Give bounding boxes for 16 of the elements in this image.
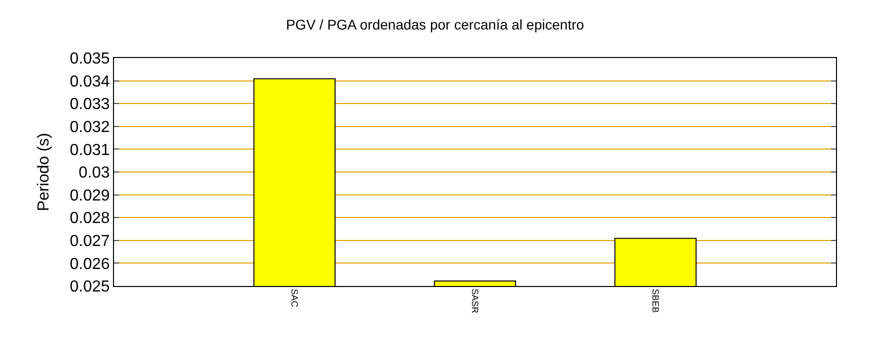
y-axis-title: Periodo (s)	[36, 132, 53, 212]
y-tick-label: 0.028	[70, 210, 110, 228]
y-tick-label: 0.027	[70, 233, 110, 250]
y-tick-label: 0.03	[78, 164, 110, 182]
y-tick-label: 0.034	[70, 73, 110, 90]
x-tick-label: SASR	[470, 288, 480, 314]
chart-title: PGV / PGA ordenadas por cercanía al epicentro	[286, 16, 584, 32]
y-tick-label: 0.025	[70, 278, 110, 296]
y-tick-label: 0.029	[70, 187, 110, 204]
x-tick-label: SBEB	[650, 288, 661, 313]
y-tick-label: 0.033	[70, 96, 110, 114]
y-tick-label: 0.026	[70, 256, 110, 273]
y-tick-label: 0.032	[70, 119, 110, 136]
y-tick-label: 0.031	[70, 142, 110, 159]
y-tick-label: 0.035	[70, 50, 110, 68]
x-tick-label: SAC	[290, 288, 300, 308]
